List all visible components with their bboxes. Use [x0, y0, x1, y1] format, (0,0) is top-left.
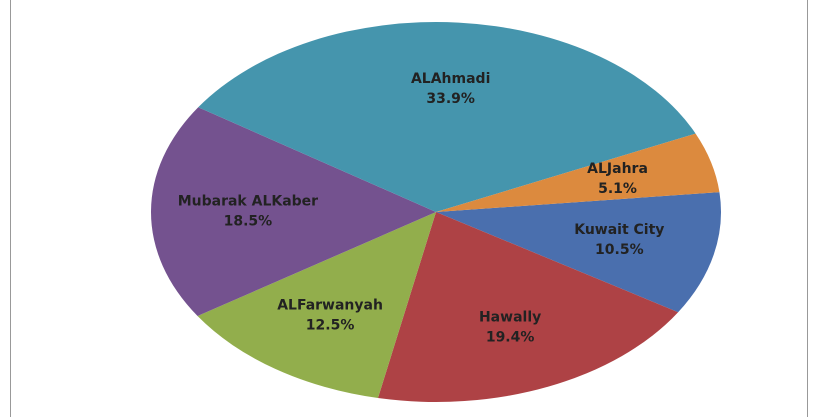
- pie-slice: [436, 192, 721, 313]
- pie-slice: [197, 212, 436, 399]
- slice-label: Hawally: [479, 309, 541, 325]
- slice-value: 12.5%: [306, 318, 355, 334]
- slice-label: Kuwait City: [574, 222, 664, 238]
- slice-value: 5.1%: [598, 181, 637, 197]
- slice-value: 18.5%: [224, 214, 273, 230]
- slice-value: 10.5%: [595, 242, 644, 258]
- slice-value: 33.9%: [426, 91, 475, 107]
- pie-slice: [198, 22, 696, 213]
- slice-label: ALJahra: [587, 161, 648, 177]
- slice-label: ALAhmadi: [411, 71, 490, 87]
- slice-label: ALFarwanyah: [277, 298, 383, 314]
- pie-slice: [377, 212, 679, 402]
- pie-slice: [151, 107, 437, 317]
- slice-label: Mubarak ALKaber: [178, 194, 318, 210]
- slice-value: 19.4%: [486, 329, 535, 345]
- pie-slice: [436, 133, 720, 212]
